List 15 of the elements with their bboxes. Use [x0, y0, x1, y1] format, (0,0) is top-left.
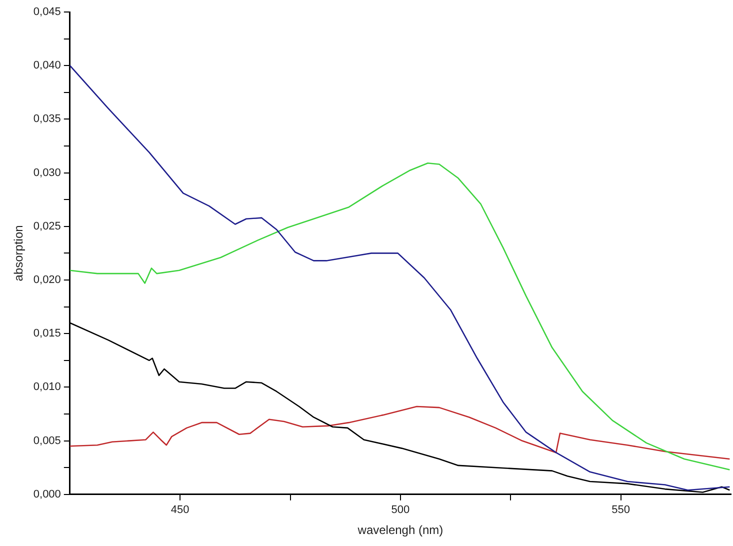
x-tick-label: 500 — [391, 504, 410, 516]
y-tick-label: 0,035 — [33, 113, 61, 126]
y-tick-label: 0,015 — [33, 328, 61, 340]
y-tick-label: 0,020 — [33, 274, 61, 286]
y-tick-label: 0,010 — [33, 381, 61, 394]
y-axis-title: absorption — [12, 225, 26, 282]
x-tick-label: 550 — [612, 504, 630, 516]
x-axis-title: wavelengh (nm) — [356, 523, 444, 538]
x-tick-label: 450 — [170, 504, 190, 516]
y-tick-label: 0,040 — [33, 60, 61, 72]
y-tick-label: 0,025 — [33, 220, 61, 232]
y-tick-label: 0,030 — [33, 166, 61, 179]
y-tick-label: 0,045 — [33, 6, 61, 18]
y-tick-label: 0,005 — [33, 434, 61, 447]
y-tick-label: 0,000 — [33, 488, 61, 500]
